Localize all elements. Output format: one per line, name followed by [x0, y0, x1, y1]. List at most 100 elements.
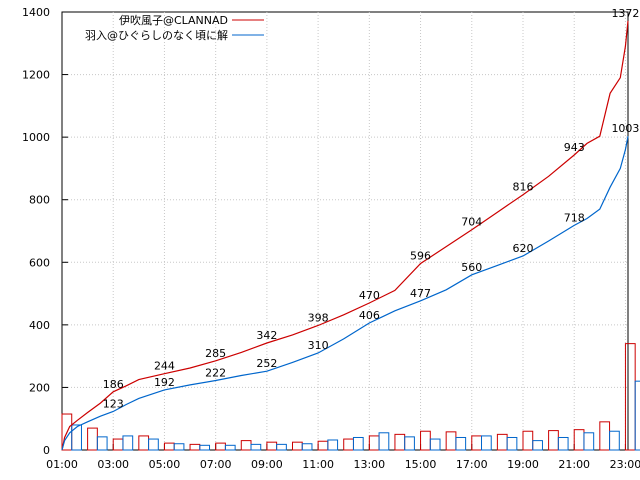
bar-red	[343, 438, 354, 451]
bar-blue	[352, 436, 364, 451]
bar-red	[471, 435, 483, 451]
bar-blue	[378, 432, 390, 451]
series-line-1	[61, 20, 629, 451]
x-tick-label: 05:00	[149, 458, 181, 471]
bar-blue	[557, 436, 569, 451]
x-tick-label: 13:00	[353, 458, 385, 471]
bar-blue	[173, 443, 185, 451]
x-tick-label: 07:00	[200, 458, 232, 471]
data-label-series-1: 398	[308, 311, 329, 324]
x-axis: 01:00 03:00 05:00 07:00 09:00 11:00 13:00 15:00…	[46, 444, 640, 471]
data-label-series-1: 704	[461, 216, 482, 229]
data-label-series-2: 477	[410, 287, 431, 300]
bar-blue	[199, 444, 211, 451]
bar-blue	[506, 436, 518, 451]
x-tick-label: 01:00	[46, 458, 78, 471]
bar-red	[420, 430, 431, 451]
bar-red	[112, 438, 124, 451]
bar-blue	[301, 443, 313, 451]
bar-red	[189, 443, 201, 451]
y-axis: 0 200 400 600 800 1000 1200 1400	[22, 6, 68, 457]
data-label-series-1: 1372	[611, 7, 639, 20]
grid	[62, 12, 628, 450]
bar-blue	[455, 436, 467, 451]
bar-red	[496, 433, 508, 451]
data-labels: 186 244 285 342 398 470 596 704 816 943 1372 123 192…	[103, 7, 640, 411]
data-label-series-2: 123	[103, 398, 124, 411]
bar-red	[548, 430, 559, 451]
data-label-series-2: 222	[205, 367, 226, 380]
y-tick-label: 1000	[22, 131, 50, 144]
data-label-series-1: 186	[103, 378, 124, 391]
bar-blue	[122, 435, 134, 451]
legend-label-series-2: 羽入@ひぐらしのなく頃に解	[85, 28, 228, 42]
bar-red	[240, 440, 252, 451]
bar-blue	[404, 436, 415, 451]
bar-red	[599, 421, 611, 451]
y-tick-label: 0	[43, 444, 50, 457]
data-label-series-1: 943	[564, 141, 585, 154]
data-label-series-1: 285	[205, 347, 226, 360]
bar-red	[522, 430, 534, 451]
x-tick-label: 03:00	[97, 458, 129, 471]
bar-red	[368, 435, 380, 451]
bar-red	[445, 431, 457, 451]
data-label-series-2: 560	[461, 261, 482, 274]
bar-blue	[71, 424, 82, 451]
legend: 伊吹風子@CLANNAD 羽入@ひぐらしのなく頃に解	[85, 14, 264, 42]
x-tick-label: 21:00	[558, 458, 590, 471]
data-label-series-2: 192	[154, 376, 175, 389]
y-tick-label: 1200	[22, 69, 50, 82]
bar-series	[61, 343, 640, 451]
bar-blue	[481, 435, 492, 451]
y-tick-label: 600	[29, 256, 50, 269]
line-series	[61, 20, 629, 451]
bar-red	[266, 441, 278, 451]
data-label-series-2: 310	[308, 339, 329, 352]
data-label-series-1: 342	[256, 329, 277, 342]
bar-blue	[250, 443, 262, 451]
bar-blue	[96, 436, 108, 451]
data-label-series-2: 252	[256, 357, 277, 370]
bar-red	[291, 441, 303, 451]
legend-label-series-1: 伊吹風子@CLANNAD	[119, 14, 228, 27]
y-tick-label: 400	[29, 319, 50, 332]
y-tick-label: 200	[29, 381, 50, 394]
bar-blue	[276, 443, 287, 451]
data-label-series-2: 620	[512, 242, 533, 255]
y-tick-label: 1400	[22, 6, 50, 19]
bar-red	[138, 435, 150, 451]
bar-blue	[532, 440, 543, 451]
x-tick-label: 23:00	[610, 458, 640, 471]
bar-red	[215, 442, 226, 451]
bar-red	[573, 429, 585, 451]
x-tick-label: 15:00	[405, 458, 437, 471]
y-tick-label: 800	[29, 194, 50, 207]
bar-red	[624, 343, 636, 451]
x-tick-label: 19:00	[507, 458, 539, 471]
bar-red	[317, 440, 329, 451]
data-label-series-2: 1003	[611, 122, 639, 135]
bar-blue	[583, 432, 595, 451]
bar-blue	[327, 439, 339, 451]
x-tick-label: 09:00	[251, 458, 283, 471]
data-label-series-2: 406	[359, 309, 380, 322]
data-label-series-1: 244	[154, 360, 175, 373]
data-label-series-1: 816	[512, 181, 533, 194]
x-tick-label: 11:00	[302, 458, 334, 471]
data-label-series-1: 596	[410, 250, 431, 263]
bar-blue	[224, 444, 236, 451]
bar-blue	[429, 438, 441, 451]
bar-red	[394, 433, 406, 451]
bar-blue	[609, 430, 620, 451]
data-label-series-1: 470	[359, 289, 380, 302]
plot-frame	[61, 11, 629, 451]
series-line-2	[61, 136, 629, 451]
bar-blue	[148, 438, 159, 451]
bar-red	[163, 442, 175, 451]
data-label-series-2: 718	[564, 211, 585, 224]
bar-blue	[634, 380, 640, 451]
bar-red	[87, 427, 98, 451]
